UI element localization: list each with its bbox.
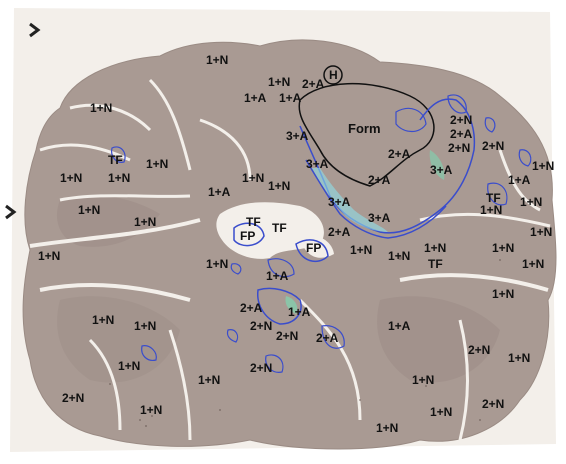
center-outline bbox=[265, 354, 284, 373]
slide-edge-marker bbox=[29, 22, 41, 38]
slide-edge-marker-left bbox=[5, 204, 17, 220]
h-marker-circle bbox=[323, 65, 343, 85]
sulcus bbox=[69, 103, 152, 132]
lesion-outline bbox=[395, 107, 427, 133]
tf-outline bbox=[487, 182, 508, 206]
form-outline bbox=[298, 83, 435, 187]
center-outline bbox=[141, 345, 157, 361]
center-highlight bbox=[285, 296, 298, 314]
center-outline bbox=[230, 263, 242, 275]
sulcus bbox=[88, 338, 122, 431]
fp-outline bbox=[233, 222, 265, 247]
sulcus bbox=[148, 78, 192, 171]
stain-speckles bbox=[109, 256, 501, 427]
sulcus bbox=[498, 149, 541, 212]
fp-outline bbox=[295, 239, 329, 263]
tissue-shade bbox=[377, 296, 500, 383]
sulcus bbox=[419, 212, 551, 228]
center-outline bbox=[321, 325, 345, 349]
tf-outline bbox=[518, 149, 532, 167]
lesion-outline bbox=[305, 159, 447, 239]
tissue-shade bbox=[57, 296, 180, 383]
sulcus bbox=[39, 283, 191, 302]
lesion-outline bbox=[447, 94, 467, 114]
sulcus bbox=[458, 319, 469, 441]
sulcus bbox=[298, 298, 362, 421]
tf-outline bbox=[111, 146, 126, 163]
sulcus bbox=[29, 218, 201, 248]
sulcus bbox=[59, 194, 191, 202]
center-outline bbox=[257, 287, 302, 325]
lesion-highlight bbox=[312, 168, 388, 232]
lesion-outline bbox=[484, 117, 496, 133]
sulcus bbox=[168, 329, 192, 441]
sulcus bbox=[399, 273, 549, 292]
center-outline bbox=[267, 258, 295, 278]
center-outline bbox=[226, 329, 239, 343]
sulcus bbox=[199, 118, 252, 181]
sulcus bbox=[39, 143, 131, 162]
lesion-highlight bbox=[429, 150, 445, 180]
